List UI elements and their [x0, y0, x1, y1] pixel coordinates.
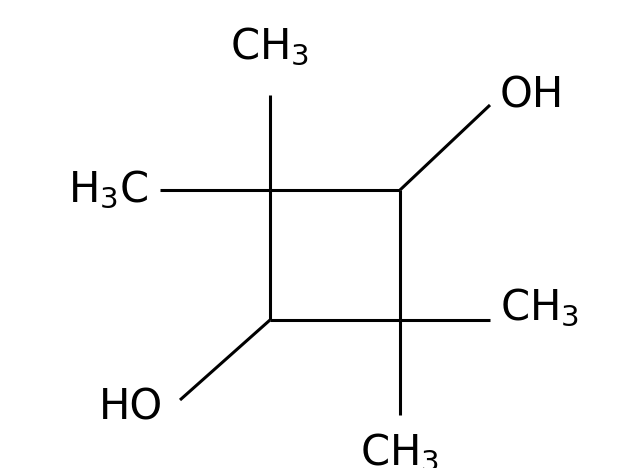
- Text: CH$_{3}$: CH$_{3}$: [500, 287, 579, 329]
- Text: H$_{3}$C: H$_{3}$C: [68, 169, 148, 211]
- Text: HO: HO: [99, 387, 163, 429]
- Text: OH: OH: [500, 74, 564, 116]
- Text: CH$_{3}$: CH$_{3}$: [230, 26, 310, 68]
- Text: CH$_{3}$: CH$_{3}$: [360, 432, 440, 468]
